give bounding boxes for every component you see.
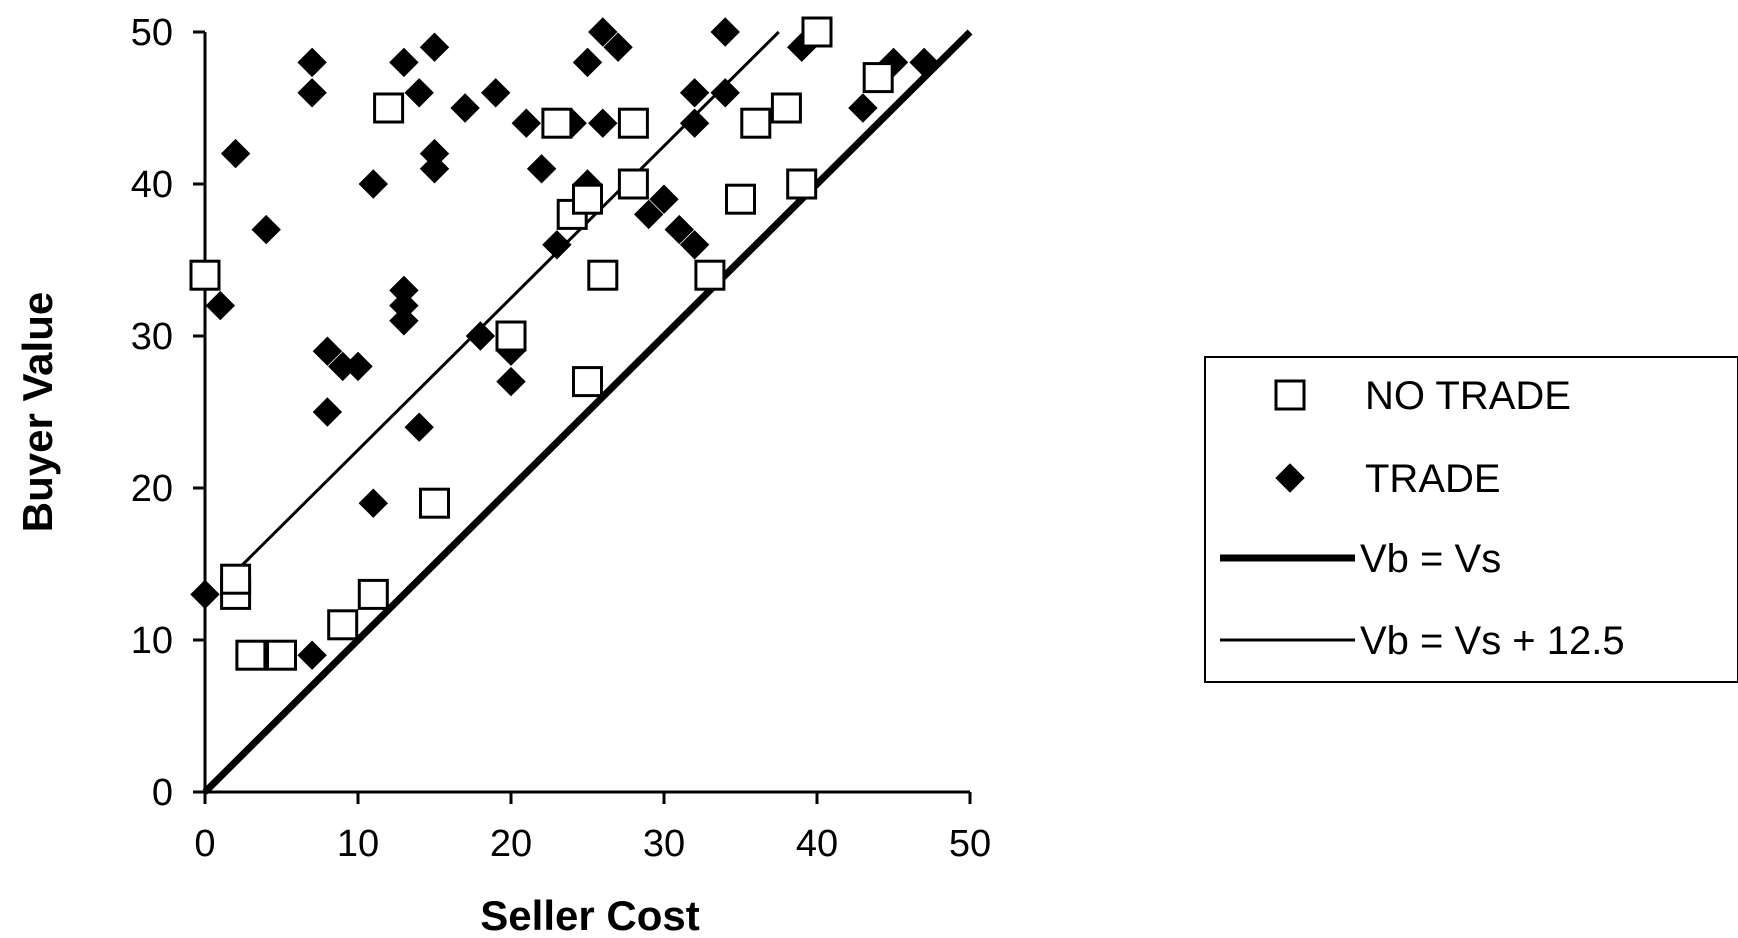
no-trade-point — [495, 320, 527, 352]
trade-point — [358, 488, 389, 518]
trade-point — [205, 290, 236, 321]
data-points — [189, 16, 939, 671]
no-trade-point — [572, 366, 603, 398]
no-trade-point — [740, 107, 772, 139]
trade-point — [588, 17, 618, 47]
trade-point — [389, 306, 419, 336]
no-trade-point — [541, 107, 573, 139]
trade-point — [526, 154, 557, 184]
trade-point — [343, 351, 373, 382]
trade-point — [220, 138, 251, 169]
x-tick-label: 10 — [337, 823, 379, 865]
no-trade-point — [419, 487, 450, 519]
trade-point — [588, 108, 618, 138]
trade-point — [679, 78, 710, 108]
no-trade-point — [189, 259, 221, 291]
no-trade-point — [235, 639, 267, 671]
trade-point — [679, 230, 710, 260]
no-trade-point — [266, 639, 297, 671]
y-tick-label: 10 — [131, 620, 173, 662]
trade-point — [419, 32, 450, 62]
trade-point — [358, 169, 389, 199]
trade-point — [664, 214, 695, 245]
trade-point — [542, 230, 572, 260]
legend-label: TRADE — [1365, 457, 1501, 501]
no-trade-point — [373, 92, 405, 124]
trade-point — [404, 78, 434, 108]
legend-label: Vb = Vs — [1360, 537, 1501, 581]
legend: NO TRADE TRADE Vb = Vs Vb = Vs + 12.5 — [1204, 356, 1738, 683]
no-trade-point — [694, 259, 726, 291]
trade-point — [251, 214, 281, 245]
y-tick-label: 50 — [131, 12, 173, 54]
legend-square-icon — [1274, 379, 1306, 411]
trade-point — [649, 184, 679, 214]
x-tick-label: 20 — [490, 823, 532, 865]
trade-point — [710, 78, 740, 108]
legend-label: NO TRADE — [1365, 374, 1571, 418]
legend-box — [1204, 356, 1738, 683]
trade-point — [909, 47, 939, 78]
trade-point — [190, 579, 220, 610]
trade-point — [603, 32, 633, 62]
trade-point — [633, 199, 664, 230]
no-trade-point — [770, 92, 802, 124]
legend-label: Vb = Vs + 12.5 — [1360, 619, 1625, 663]
trade-point — [480, 78, 511, 108]
y-axis-title: Buyer Value — [14, 292, 61, 532]
trade-point — [312, 336, 343, 366]
trade-point — [848, 93, 878, 123]
x-tick-label: 0 — [194, 823, 215, 865]
trade-point — [572, 47, 603, 78]
y-tick-label: 0 — [152, 772, 173, 814]
no-trade-point — [725, 183, 756, 215]
no-trade-point — [220, 563, 252, 595]
y-tick-label: 30 — [131, 316, 173, 358]
trade-point — [511, 108, 542, 138]
y-tick-label: 40 — [131, 164, 173, 206]
y-tick-label: 20 — [131, 468, 173, 510]
equal-value-line — [202, 29, 973, 795]
no-trade-point — [801, 16, 833, 48]
trade-point — [389, 47, 419, 78]
trade-point — [679, 108, 710, 138]
no-trade-point — [617, 107, 649, 139]
trade-point — [312, 397, 343, 427]
x-tick-label: 40 — [796, 823, 838, 865]
trade-point — [450, 93, 480, 123]
x-tick-label: 50 — [949, 823, 991, 865]
no-trade-point — [327, 609, 359, 641]
x-tick-label: 30 — [643, 823, 685, 865]
no-trade-point — [357, 578, 389, 610]
trade-point — [404, 412, 434, 442]
axes: 0 10 20 30 40 50 0 10 20 30 40 50 — [131, 12, 991, 865]
no-trade-point — [862, 62, 894, 94]
legend-diamond-icon — [1275, 463, 1305, 493]
x-axis-title: Seller Cost — [480, 892, 699, 938]
no-trade-point — [587, 259, 619, 291]
trade-point — [710, 17, 740, 47]
trade-point — [419, 154, 450, 184]
no-trade-point — [572, 183, 603, 215]
trade-point — [297, 78, 327, 108]
trade-point — [297, 47, 327, 78]
trade-point — [297, 640, 327, 670]
no-trade-point — [786, 168, 818, 200]
no-trade-point — [617, 168, 649, 200]
trade-point — [496, 366, 526, 397]
trade-point — [465, 321, 496, 351]
